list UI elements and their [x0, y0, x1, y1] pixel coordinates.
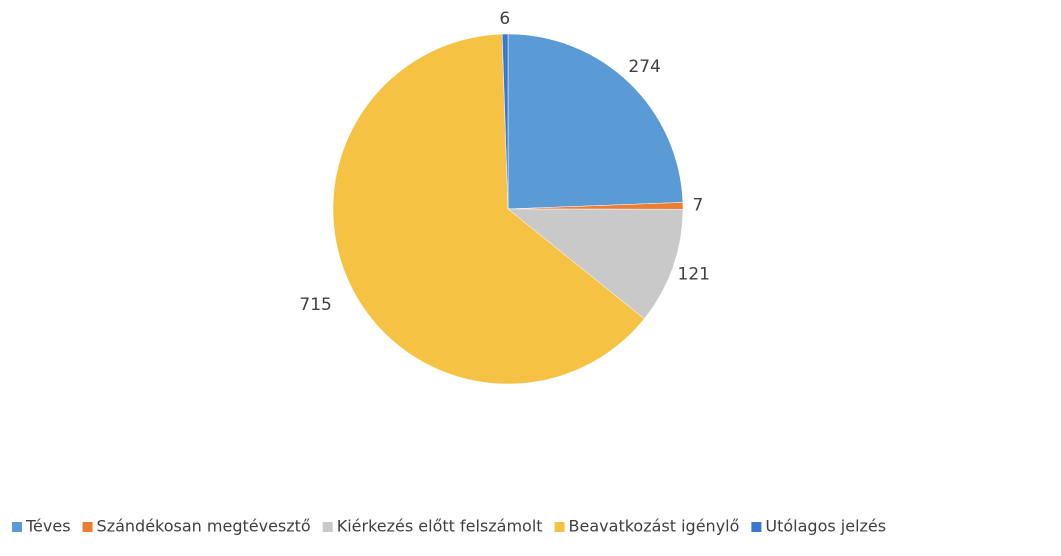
pie-slice [507, 208, 684, 320]
pie-slice [332, 33, 645, 385]
legend-label: Kiérkezés előtt felszámolt [337, 517, 543, 536]
legend-swatch [12, 522, 22, 532]
data-label: 6 [499, 9, 510, 29]
legend-swatch [82, 522, 93, 532]
legend-label: Utólagos jelzés [765, 517, 886, 536]
legend-label: Téves [25, 517, 71, 536]
data-label: 274 [628, 57, 660, 77]
data-label: 715 [299, 295, 331, 315]
data-label: 121 [678, 265, 710, 285]
data-label: 7 [693, 196, 704, 216]
pie-slice [507, 33, 684, 210]
legend-swatch [554, 522, 565, 532]
legend: Téves Szándékosan megtévesztő Kiérkezés el… [12, 517, 886, 536]
legend-label: Szándékosan megtévesztő [97, 517, 311, 536]
pie-slice [501, 33, 509, 210]
pie: 274 7 121 715 6 [299, 9, 710, 385]
legend-swatch [751, 522, 762, 532]
legend-swatch [322, 522, 333, 532]
legend-label: Beavatkozást igénylő [569, 517, 740, 536]
